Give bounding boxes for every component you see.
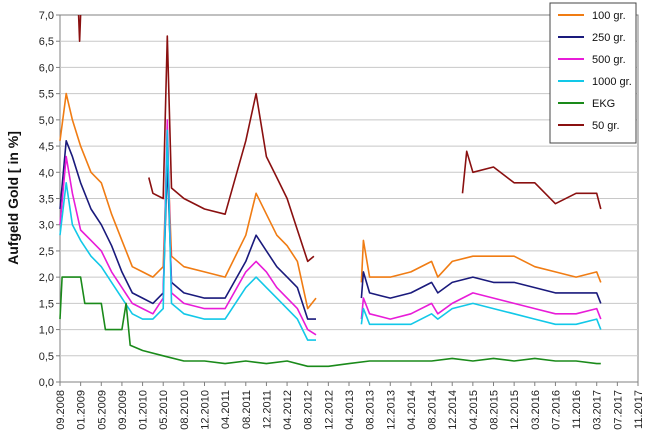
- legend-label: 250 gr.: [592, 32, 626, 44]
- y-tick-label: 0,0: [39, 377, 54, 389]
- y-tick-label: 6,5: [39, 36, 54, 48]
- legend-label: 500 gr.: [592, 54, 626, 66]
- series-line-50-gr-: [77, 14, 602, 263]
- y-axis: 0,0 0,5 1,0 1,5 2,0 2,5 3,0 3,5 4,0 4,5 5,0 5,5 6,0 6…: [39, 10, 60, 389]
- x-tick-label: 08.2015: [489, 390, 501, 430]
- x-tick-label: 04.2014: [406, 390, 418, 430]
- y-axis-label: Aufgeld Gold [ in %]: [5, 131, 21, 265]
- x-tick-label: 04.2012: [282, 390, 294, 430]
- x-tick-label: 03.2016: [530, 390, 542, 430]
- x-tick-label: 09.2009: [117, 390, 129, 430]
- x-tick-label: 05.2009: [96, 390, 108, 430]
- legend-label: EKG: [592, 98, 615, 110]
- x-tick-label: 04.2011: [220, 390, 232, 429]
- y-tick-label: 7,0: [39, 10, 54, 22]
- x-tick-label: 04.2015: [468, 390, 480, 430]
- x-tick-label: 12.2010: [200, 390, 212, 430]
- y-tick-label: 1,0: [39, 325, 54, 337]
- x-tick-label: 07.2017: [612, 390, 624, 430]
- x-tick-label: 07.2016: [550, 390, 562, 430]
- x-tick-label: 12.2012: [323, 390, 335, 430]
- x-tick-label: 05.2010: [158, 390, 170, 430]
- x-tick-label: 08.2010: [179, 390, 191, 430]
- x-tick-label: 01.2010: [138, 390, 150, 430]
- y-tick-label: 3,5: [39, 194, 54, 206]
- y-tick-label: 5,5: [39, 89, 54, 101]
- x-tick-label: 11.2016: [571, 390, 583, 429]
- x-tick-label: 08.2013: [365, 390, 377, 430]
- y-tick-label: 3,0: [39, 220, 54, 232]
- series-line-1000-gr-: [59, 129, 602, 341]
- series-line-100-gr-: [59, 92, 602, 310]
- series-lines: [59, 14, 602, 368]
- x-axis: 09.2008 01.2009 05.2009 09.2009 01.2010 05.20…: [55, 382, 645, 430]
- legend-label: 100 gr.: [592, 10, 626, 22]
- x-tick-label: 12.2011: [261, 390, 273, 429]
- y-tick-label: 0,5: [39, 351, 54, 363]
- x-tick-label: 09.2008: [55, 390, 67, 430]
- y-tick-label: 2,0: [39, 272, 54, 284]
- x-tick-label: 12.2015: [509, 390, 521, 430]
- y-tick-label: 4,0: [39, 167, 54, 179]
- series-line-500-gr-: [59, 119, 602, 336]
- series-line-ekg: [59, 276, 601, 368]
- y-tick-label: 1,5: [39, 298, 54, 310]
- y-tick-label: 5,0: [39, 115, 54, 127]
- x-tick-label: 12.2014: [447, 390, 459, 430]
- grid: [59, 14, 639, 383]
- legend-label: 50 gr.: [592, 120, 620, 132]
- series-line-250-gr-: [59, 140, 602, 320]
- legend: 100 gr. 250 gr. 500 gr. 1000 gr. EKG 50 gr.: [549, 2, 637, 144]
- y-tick-label: 6,0: [39, 62, 54, 74]
- x-tick-label: 01.2009: [76, 390, 88, 430]
- legend-box: [549, 2, 637, 144]
- y-tick-label: 2,5: [39, 246, 54, 258]
- x-tick-label: 08.2014: [427, 390, 439, 430]
- x-tick-label: 08.2011: [241, 390, 253, 429]
- x-tick-label: 04.2013: [344, 390, 356, 430]
- legend-label: 1000 gr.: [592, 76, 632, 88]
- y-tick-label: 4,5: [39, 141, 54, 153]
- x-tick-label: 12.2013: [385, 390, 397, 430]
- x-tick-label: 03.2017: [592, 390, 604, 430]
- x-tick-label: 08.2012: [303, 390, 315, 430]
- x-tick-label: 11.2017: [633, 390, 645, 429]
